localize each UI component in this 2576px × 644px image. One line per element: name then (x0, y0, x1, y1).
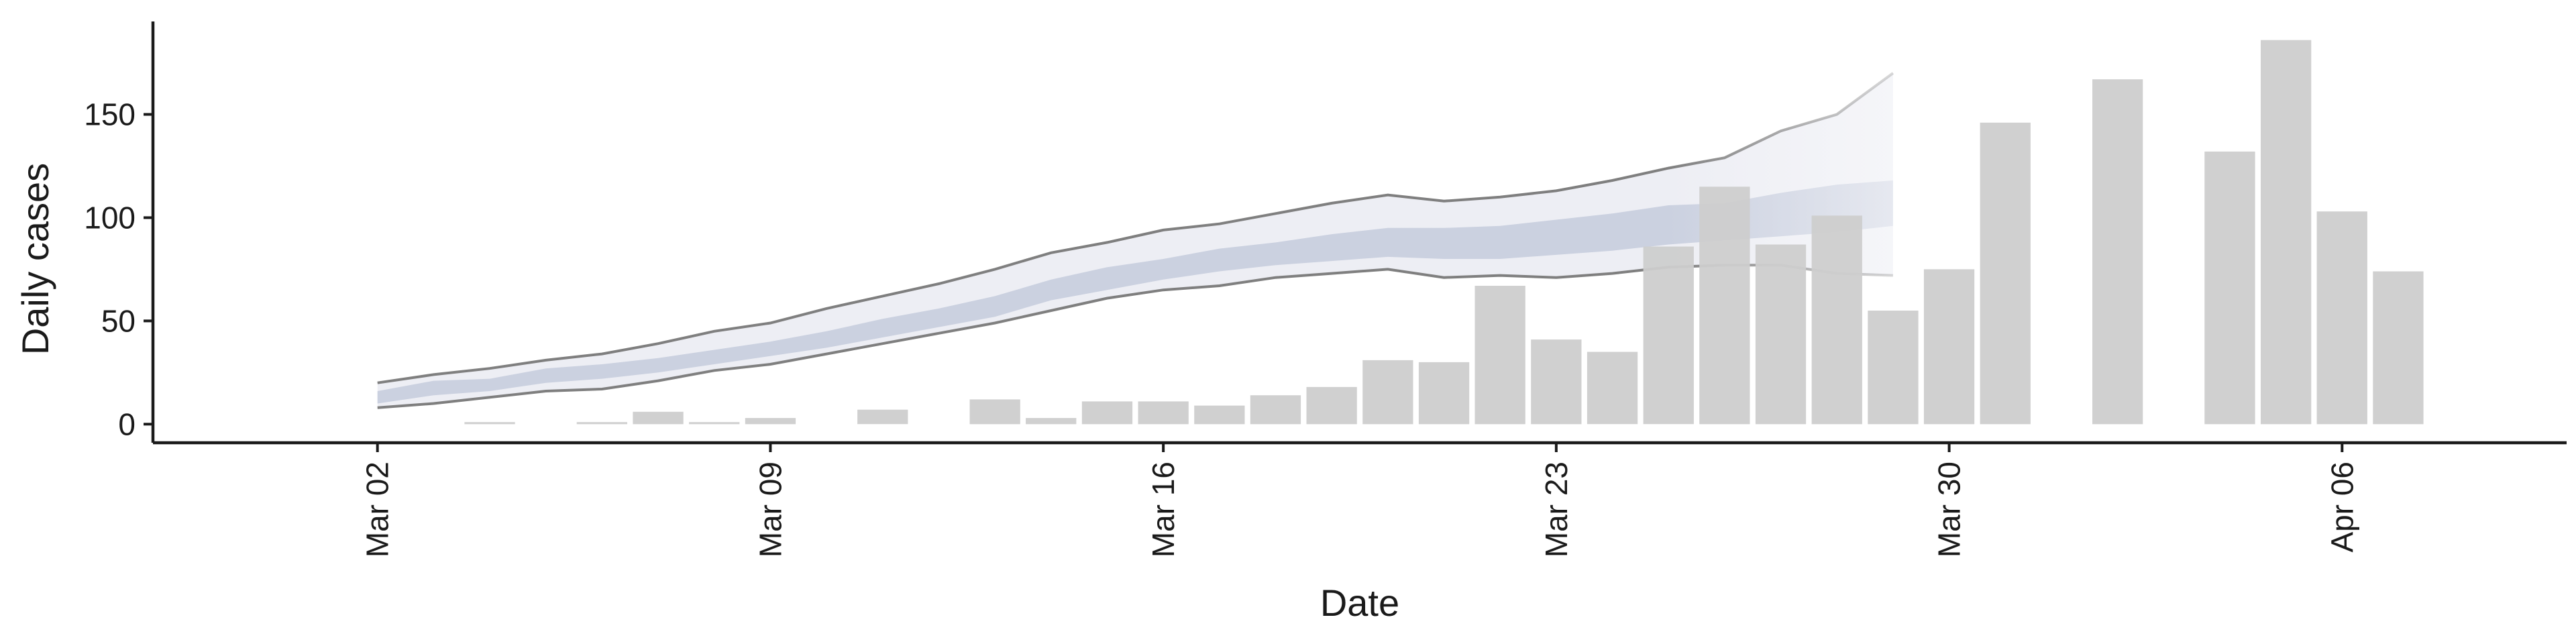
estimate-band-inner (377, 180, 1893, 404)
y-tick-label-150: 150 (84, 97, 136, 132)
bar-2020-03-30 (1923, 269, 1975, 425)
bar-2020-04-05 (2261, 40, 2312, 425)
bar-2020-03-26 (1699, 186, 1750, 425)
bar-2020-03-25 (1643, 246, 1694, 425)
bar-2020-03-13 (969, 399, 1020, 425)
bar-2020-03-31 (1980, 122, 2031, 425)
x-tick-label-2020-03-23: Mar 23 (1539, 462, 1574, 557)
x-tick-label-2020-03-02: Mar 02 (360, 462, 395, 557)
estimate-lower-bound-line (377, 264, 1893, 409)
bar-2020-03-16 (1138, 401, 1189, 425)
x-axis-ticks: Mar 02 Mar 09 Mar 16 Mar 23 Mar 30 Apr 06 (360, 443, 2359, 557)
bar-2020-03-29 (1868, 311, 1919, 425)
axes-layer: 0 50 100 150 Mar 02 Mar 09 Mar 16 Mar 23 Mar 30… (84, 21, 2567, 557)
bar-2020-03-14 (1026, 418, 1077, 425)
bar-2020-03-21 (1418, 362, 1470, 425)
x-tick-label-2020-03-30: Mar 30 (1932, 462, 1967, 557)
bar-2020-03-04 (464, 422, 515, 425)
bar-2020-04-06 (2316, 211, 2367, 425)
bar-2020-04-02 (2092, 79, 2143, 425)
estimate-upper-bound-line (377, 72, 1894, 384)
bar-2020-03-28 (1811, 215, 1862, 425)
bar-2020-03-08 (689, 422, 740, 425)
x-tick-label-2020-04-06: Apr 06 (2324, 462, 2359, 553)
bar-2020-03-24 (1587, 352, 1638, 425)
bar-2020-03-22 (1474, 286, 1525, 425)
bar-2020-03-18 (1250, 395, 1301, 425)
bar-2020-04-07 (2373, 271, 2424, 425)
y-axis-title: Daily cases (14, 163, 56, 355)
bar-2020-03-07 (633, 411, 684, 425)
estimate-band-outer (377, 73, 1893, 408)
bar-2020-03-19 (1306, 386, 1357, 425)
bar-2020-03-15 (1081, 401, 1133, 425)
bar-2020-03-09 (745, 418, 796, 425)
x-tick-label-2020-03-09: Mar 09 (753, 462, 788, 557)
x-tick-label-2020-03-16: Mar 16 (1146, 462, 1181, 557)
bar-2020-03-06 (576, 422, 627, 425)
bar-2020-04-04 (2204, 151, 2255, 425)
bar-2020-03-11 (857, 409, 908, 425)
x-axis-title: Date (1320, 582, 1399, 624)
bar-2020-03-23 (1531, 339, 1582, 425)
y-tick-label-50: 50 (101, 303, 136, 338)
estimate-band-layer (377, 72, 1894, 409)
bar-2020-03-27 (1755, 244, 1807, 425)
y-tick-label-100: 100 (84, 200, 136, 235)
bar-2020-03-17 (1194, 405, 1245, 425)
bar-2020-03-20 (1362, 360, 1413, 425)
bars-layer (464, 40, 2424, 425)
y-axis-ticks: 0 50 100 150 (84, 97, 153, 441)
y-tick-label-0: 0 (118, 407, 136, 441)
